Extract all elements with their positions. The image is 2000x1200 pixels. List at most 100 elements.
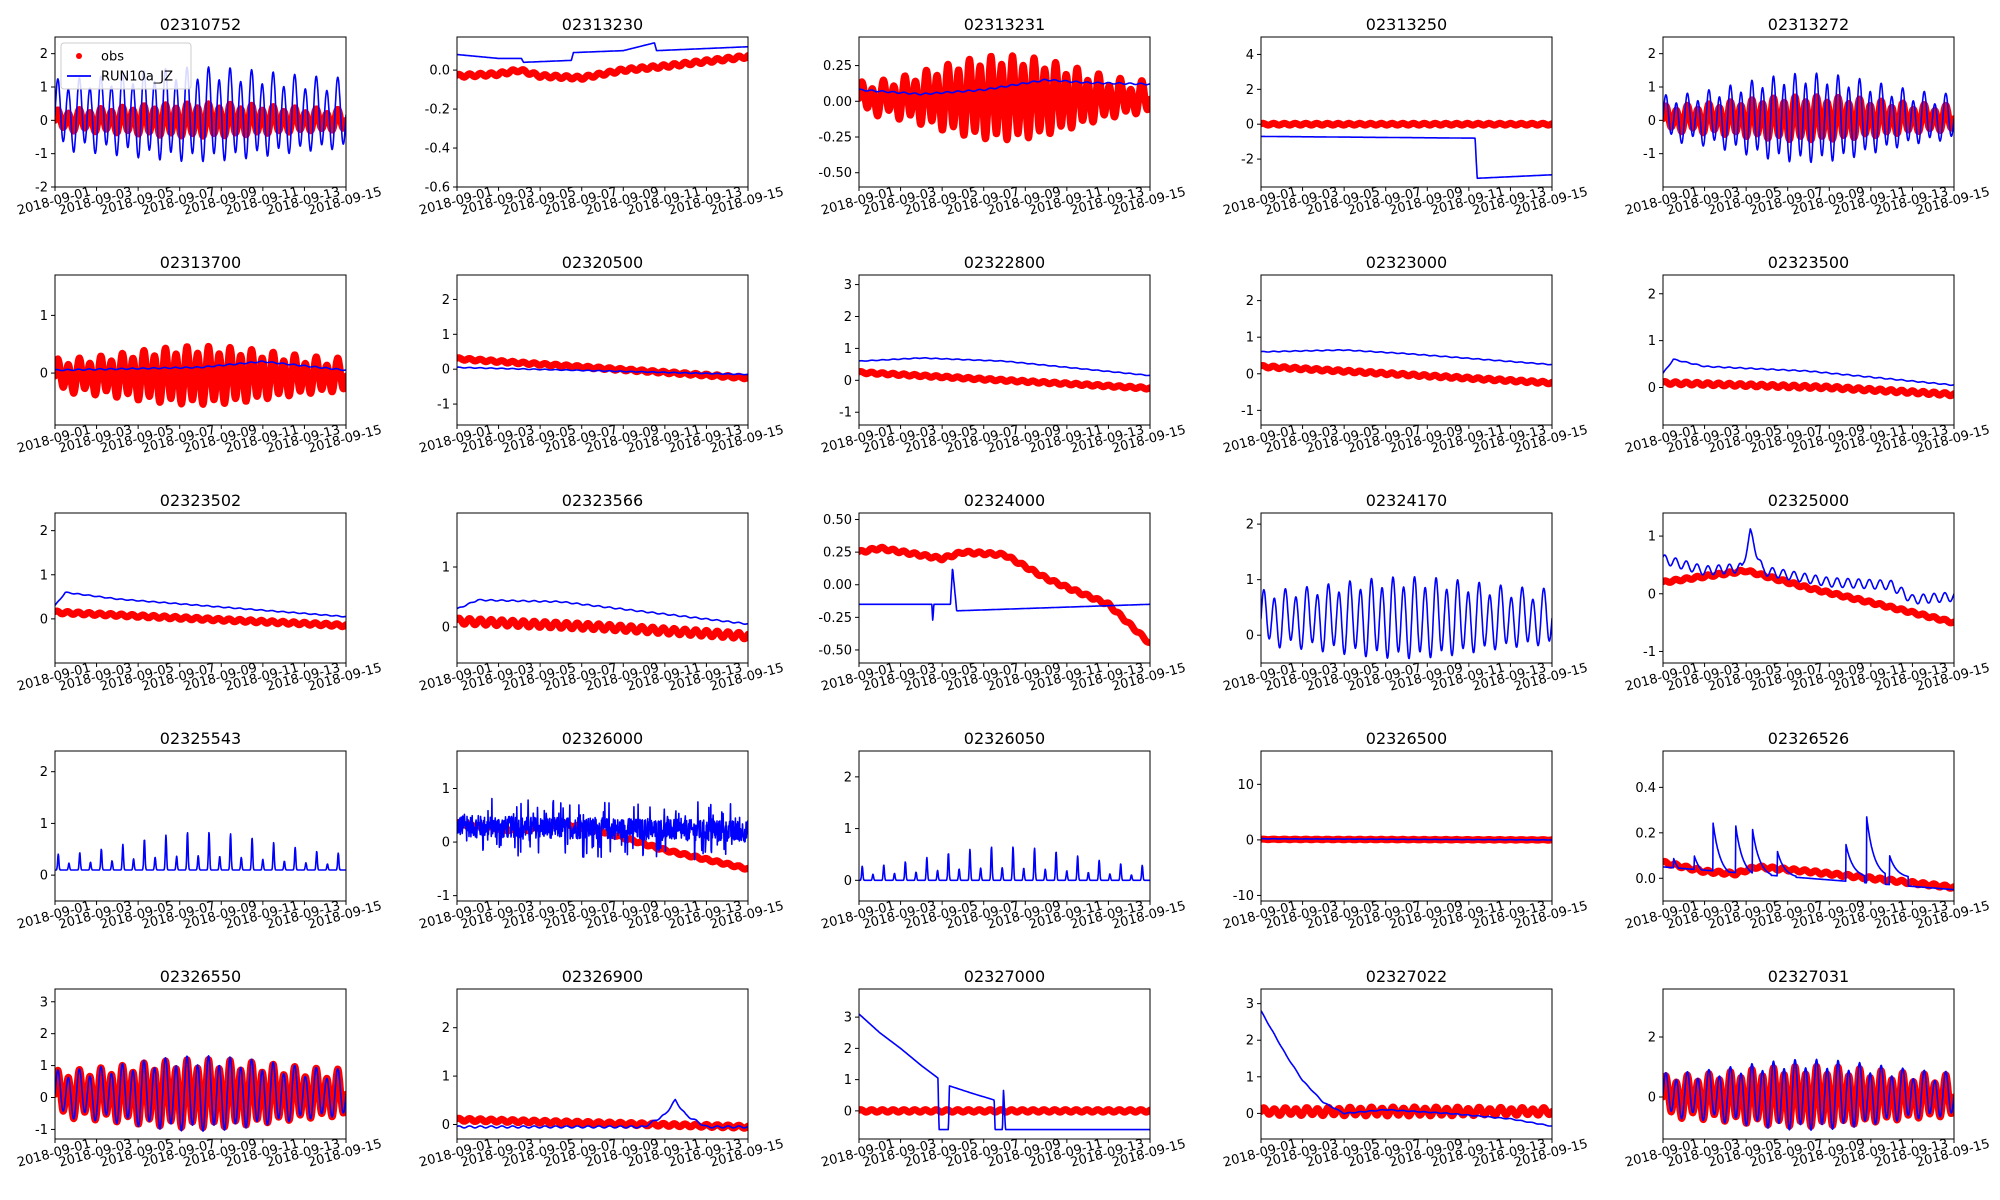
y-tick-label: -1 xyxy=(1241,404,1254,419)
y-tick-label: 0.0 xyxy=(1635,872,1656,887)
panel-02323500: 023235000122018-09-012018-09-032018-09-0… xyxy=(1624,253,1992,457)
panel-02322800: 02322800-101232018-09-012018-09-032018-0… xyxy=(820,253,1188,457)
series-obs xyxy=(457,52,748,83)
panel-title: 02327022 xyxy=(1366,967,1447,986)
series-model xyxy=(1663,358,1954,387)
y-tick-label: 1 xyxy=(1648,81,1656,96)
series-obs xyxy=(1261,362,1552,388)
y-tick-label: 3 xyxy=(1246,997,1254,1012)
series-model xyxy=(55,831,346,871)
y-tick-label: 0 xyxy=(40,869,48,884)
panel-title: 02323000 xyxy=(1366,253,1447,272)
panel-02326000: 02326000-1012018-09-012018-09-032018-09-… xyxy=(418,729,786,933)
plot-frame xyxy=(456,274,749,426)
y-tick-label: 1 xyxy=(442,328,450,343)
plot-frame xyxy=(54,36,347,188)
y-tick-label: 1 xyxy=(844,1073,852,1088)
series-obs xyxy=(1663,566,1954,627)
y-tick-label: 0 xyxy=(442,363,450,378)
y-tick-label: 2 xyxy=(844,310,852,325)
series-obs xyxy=(457,1114,748,1132)
panel-title: 02326900 xyxy=(562,967,643,986)
y-tick-label: -0.25 xyxy=(818,131,852,146)
y-tick-label: -1 xyxy=(1643,645,1656,660)
y-tick-label: 2 xyxy=(1246,294,1254,309)
y-tick-label: 1 xyxy=(40,309,48,324)
y-tick-label: -2 xyxy=(35,181,48,196)
y-tick-label: -10 xyxy=(1233,889,1254,904)
y-tick-label: 1 xyxy=(844,822,852,837)
panel-title: 02323502 xyxy=(160,491,241,510)
series-model xyxy=(457,1098,748,1129)
series-model xyxy=(1261,837,1552,841)
y-tick-label: 0 xyxy=(40,1091,48,1106)
series-model xyxy=(1261,1010,1552,1127)
plot-frame xyxy=(1260,512,1553,664)
series-model xyxy=(457,797,748,861)
panel-title: 02322800 xyxy=(964,253,1045,272)
y-tick-label: -0.50 xyxy=(818,166,852,181)
series-obs xyxy=(1663,857,1954,892)
plot-frame xyxy=(1260,274,1553,426)
series-model xyxy=(457,598,748,625)
y-tick-label: 0.25 xyxy=(823,59,852,74)
panel-02326550: 02326550-101232018-09-012018-09-032018-0… xyxy=(16,967,384,1171)
series-model xyxy=(1663,528,1954,605)
y-tick-label: 0.00 xyxy=(823,95,852,110)
panel-02310752: 02310752-2-10122018-09-012018-09-032018-… xyxy=(16,15,384,219)
y-tick-label: 2 xyxy=(1648,287,1656,302)
y-tick-label: 2 xyxy=(1246,1034,1254,1049)
series-model xyxy=(457,42,748,64)
series-obs xyxy=(55,342,346,408)
y-tick-label: 0 xyxy=(1246,1107,1254,1122)
panel-title: 02326500 xyxy=(1366,729,1447,748)
series-obs xyxy=(859,543,1150,647)
y-tick-label: 2 xyxy=(1648,47,1656,62)
y-tick-label: -1 xyxy=(437,398,450,413)
y-tick-label: 1 xyxy=(1246,331,1254,346)
y-tick-label: 3 xyxy=(844,278,852,293)
panel-title: 02313230 xyxy=(562,15,643,34)
y-tick-label: 0 xyxy=(1246,629,1254,644)
y-tick-label: -0.2 xyxy=(425,103,450,118)
panel-02313231: 02313231-0.50-0.250.000.252018-09-012018… xyxy=(818,15,1187,219)
plot-frame xyxy=(456,988,749,1140)
y-tick-label: 2 xyxy=(844,1042,852,1057)
panel-title: 02313231 xyxy=(964,15,1045,34)
panel-02320500: 02320500-10122018-09-012018-09-032018-09… xyxy=(418,253,786,457)
series-model xyxy=(1261,135,1552,180)
panel-02326526: 023265260.00.20.42018-09-012018-09-03201… xyxy=(1624,729,1992,933)
y-tick-label: 1 xyxy=(1246,1070,1254,1085)
panel-02324000: 02324000-0.50-0.250.000.250.502018-09-01… xyxy=(818,491,1187,695)
y-tick-label: 0 xyxy=(40,114,48,129)
y-tick-label: 1 xyxy=(40,817,48,832)
panel-02326050: 023260500122018-09-012018-09-032018-09-0… xyxy=(820,729,1188,933)
panel-02323502: 023235020122018-09-012018-09-032018-09-0… xyxy=(16,491,384,695)
series-obs xyxy=(457,819,748,873)
y-tick-label: 0.0 xyxy=(429,64,450,79)
plot-frame xyxy=(54,274,347,426)
series-model xyxy=(55,591,346,618)
plot-frame xyxy=(1662,274,1955,426)
y-tick-label: 0 xyxy=(1246,367,1254,382)
y-tick-label: -2 xyxy=(1241,153,1254,168)
series-obs xyxy=(859,368,1150,393)
plot-frame xyxy=(54,512,347,664)
y-tick-label: 10 xyxy=(1237,778,1254,793)
panel-02313230: 02313230-0.6-0.4-0.20.02018-09-012018-09… xyxy=(418,15,786,219)
panel-02324170: 023241700122018-09-012018-09-032018-09-0… xyxy=(1222,491,1590,695)
series-obs xyxy=(1261,119,1552,129)
y-tick-label: 0 xyxy=(1246,833,1254,848)
y-tick-label: -1 xyxy=(1643,147,1656,162)
panel-title: 02320500 xyxy=(562,253,643,272)
y-tick-label: -0.50 xyxy=(818,643,852,658)
y-tick-label: -1 xyxy=(35,1123,48,1138)
y-tick-label: 0 xyxy=(1246,118,1254,133)
y-tick-label: 0 xyxy=(40,612,48,627)
y-tick-label: 0 xyxy=(442,1118,450,1133)
y-tick-label: 0 xyxy=(442,621,450,636)
y-tick-label: 2 xyxy=(40,1027,48,1042)
y-tick-label: 0 xyxy=(844,374,852,389)
plot-frame xyxy=(456,750,749,902)
panel-02323566: 02323566012018-09-012018-09-032018-09-05… xyxy=(418,491,786,695)
